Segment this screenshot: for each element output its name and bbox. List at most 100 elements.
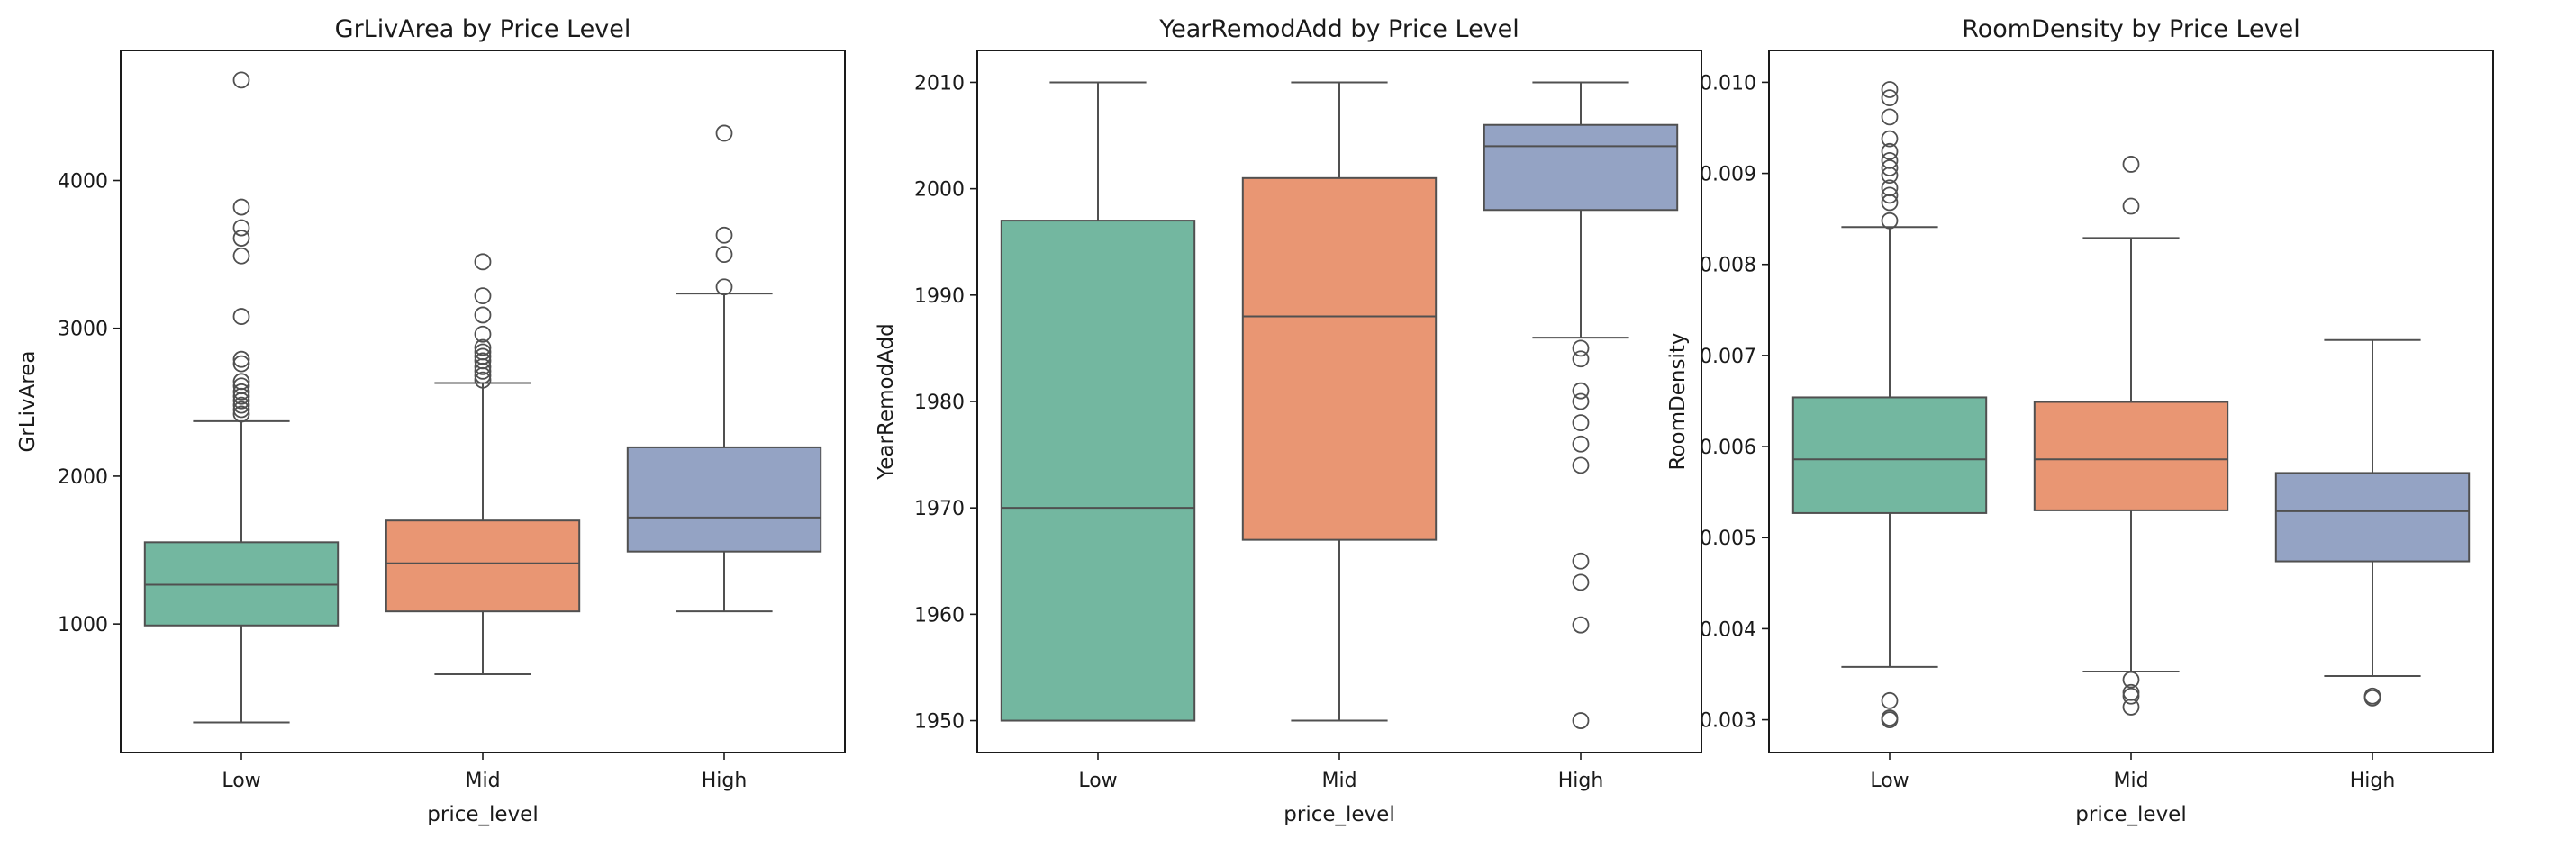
outlier-point (474, 306, 492, 324)
box-low (1000, 81, 1196, 722)
outlier-point (715, 226, 733, 244)
outlier-point (2122, 683, 2140, 701)
outlier-point (1572, 616, 1590, 634)
x-axis-label: price_level (427, 803, 538, 826)
outlier-point (1881, 108, 1899, 126)
outlier-point (474, 347, 492, 365)
box-iqr (1483, 123, 1679, 212)
outlier-point (1881, 142, 1899, 160)
box-iqr (1000, 220, 1196, 722)
outlier-point (474, 325, 492, 343)
x-tick-label: Mid (465, 770, 500, 792)
outlier-point (1881, 89, 1899, 107)
outlier-point (232, 405, 250, 423)
box-mid (2033, 156, 2229, 716)
box-iqr (1241, 176, 1438, 541)
x-tick-label: High (1558, 770, 1604, 792)
outlier-point (232, 230, 250, 247)
y-tick-label: 1990 (914, 285, 965, 308)
outlier-point (1881, 159, 1899, 176)
outlier-point (232, 355, 250, 373)
y-tick-label: 3000 (58, 319, 108, 341)
y-axis-label: RoomDensity (1666, 333, 1690, 471)
outlier-point (232, 350, 250, 368)
outlier-point (1572, 382, 1590, 400)
outlier-point (715, 124, 733, 142)
outlier-point (232, 219, 250, 237)
chart-title: GrLivArea by Price Level (335, 15, 631, 43)
outlier-point (1881, 152, 1899, 169)
box-iqr (385, 519, 581, 613)
x-tick-label: High (702, 770, 748, 792)
y-tick-label: 1000 (58, 614, 108, 636)
outlier-point (232, 396, 250, 414)
outlier-point (1881, 691, 1899, 709)
outlier-point (232, 401, 250, 419)
outlier-point (232, 198, 250, 216)
outlier-point (1572, 573, 1590, 591)
outlier-point (715, 278, 733, 296)
y-axis-label: YearRemodAdd (875, 323, 898, 480)
y-tick-label: 1980 (914, 392, 965, 414)
box-low (1791, 81, 1988, 728)
outlier-point (1572, 435, 1590, 453)
x-tick-label: Low (1870, 770, 1909, 792)
y-tick-label: 0.005 (1700, 528, 1756, 550)
x-axis-label: price_level (1283, 803, 1394, 826)
y-tick-label: 2010 (914, 72, 965, 95)
y-tick-label: 1970 (914, 498, 965, 520)
outlier-point (1881, 81, 1899, 98)
y-tick-label: 1950 (914, 711, 965, 734)
outlier-point (232, 373, 250, 391)
box-iqr (1791, 396, 1988, 514)
subplot-2: 1950 1960 1970 1980 1990 2000 2010 Low Mid High Ye… (875, 15, 1702, 826)
outlier-point (232, 308, 250, 325)
chart-title: RoomDensity by Price Level (1962, 15, 2300, 43)
y-tick-label: 0.007 (1700, 346, 1756, 368)
outlier-point (1572, 456, 1590, 474)
y-tick-label: 0.003 (1700, 710, 1756, 733)
outlier-point (1572, 552, 1590, 570)
outlier-point (474, 352, 492, 370)
outlier-point (232, 71, 250, 89)
outlier-point (2122, 671, 2140, 689)
box-mid (1241, 81, 1438, 722)
outlier-point (2122, 197, 2140, 215)
outlier-point (1572, 350, 1590, 368)
outlier-point (1881, 709, 1899, 726)
y-tick-label: 2000 (914, 179, 965, 202)
x-tick-label: Mid (2113, 770, 2148, 792)
subplot-1: 1000 2000 3000 4000 Low Mid High GrLivArea by P… (16, 15, 846, 826)
outlier-point (1881, 179, 1899, 197)
box-iqr (2033, 401, 2229, 511)
outlier-point (1881, 212, 1899, 230)
outlier-point (474, 253, 492, 271)
y-axis-label: GrLivArea (16, 350, 40, 452)
outlier-point (232, 377, 250, 395)
y-tick-label: 4000 (58, 171, 108, 194)
outlier-point (1881, 186, 1899, 204)
outlier-point (1572, 414, 1590, 432)
outlier-point (1572, 712, 1590, 729)
y-tick-label: 1960 (914, 604, 965, 627)
outlier-point (232, 247, 250, 265)
x-tick-label: High (2350, 770, 2396, 792)
outlier-point (474, 287, 492, 304)
y-tick-label: 0.004 (1700, 618, 1756, 641)
x-tick-label: Low (1078, 770, 1117, 792)
box-mid (385, 253, 581, 675)
outlier-point (1881, 130, 1899, 148)
box-high (1483, 81, 1679, 729)
box-high (626, 124, 822, 613)
outlier-point (715, 246, 733, 264)
x-tick-label: Mid (1321, 770, 1356, 792)
x-axis-label: price_level (2075, 803, 2186, 826)
chart-title: YearRemodAdd by Price Level (1158, 15, 1519, 43)
y-tick-label: 2000 (58, 466, 108, 489)
subplot-3: 0.003 0.004 0.005 0.006 0.007 0.008 0.009 0.010… (1666, 15, 2494, 826)
outlier-point (474, 371, 492, 389)
box-high (2274, 338, 2471, 707)
outlier-point (2122, 156, 2140, 173)
y-tick-label: 0.006 (1700, 437, 1756, 459)
